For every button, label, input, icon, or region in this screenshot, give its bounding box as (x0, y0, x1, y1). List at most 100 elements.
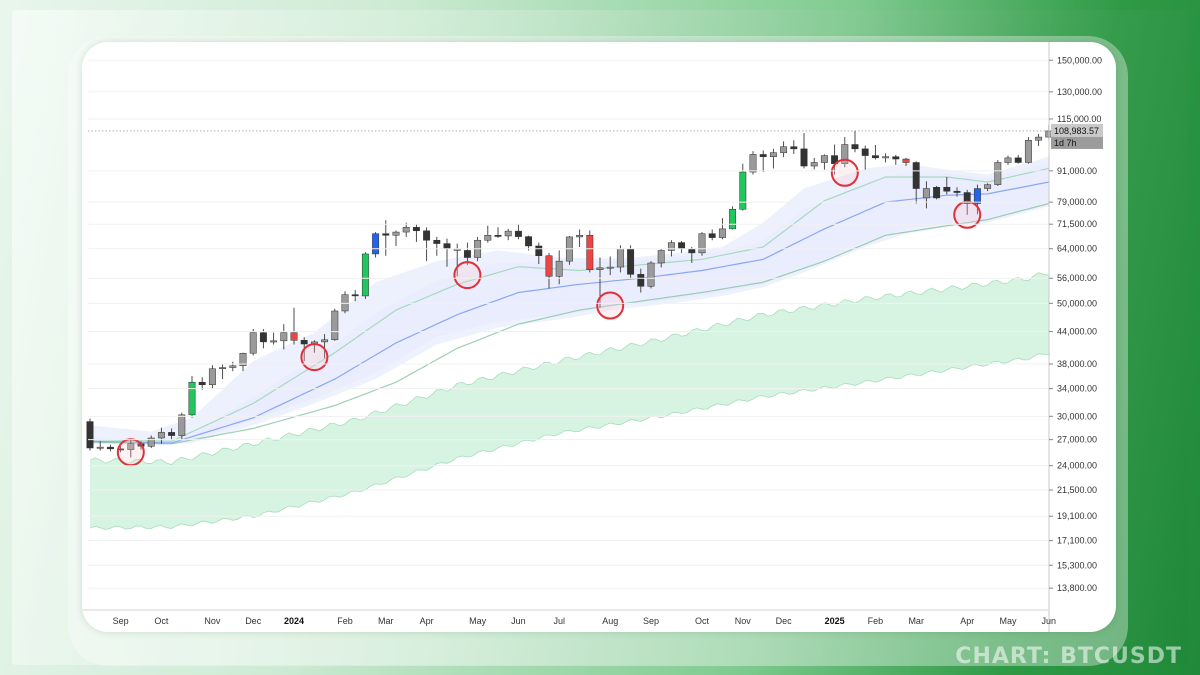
candle-body-9 (178, 414, 186, 436)
candle-body-81 (912, 162, 920, 189)
countdown-tag-bg (1051, 136, 1103, 149)
support-circle-1 (300, 343, 329, 372)
candle-body-32 (412, 227, 420, 232)
candle-body-56 (657, 250, 665, 264)
candle-body-93 (1035, 136, 1043, 141)
x-tick-label-7: Apr (420, 616, 434, 626)
candle-body-50 (596, 267, 604, 270)
y-tick-label-0: 150,000.00 (1057, 55, 1102, 65)
candle-body-0 (86, 421, 94, 449)
candle-body-41 (504, 230, 512, 237)
long-term-band-upper (89, 272, 1049, 465)
candle-body-71 (810, 162, 818, 167)
candle-body-62 (718, 228, 726, 238)
candle-body-30 (392, 231, 400, 236)
support-circle-4 (830, 158, 859, 187)
candle-body-23 (321, 339, 329, 343)
x-tick-label-13: Oct (695, 616, 710, 626)
y-tick-label-19: 13,800.00 (1057, 583, 1097, 593)
x-tick-label-0: Sep (113, 616, 129, 626)
candle-body-4 (127, 443, 135, 450)
x-tick-label-6: Mar (378, 616, 394, 626)
moving-average-0 (89, 167, 1049, 442)
x-tick-label-17: Feb (868, 616, 884, 626)
candle-body-58 (678, 242, 686, 249)
candle-body-67 (769, 152, 777, 157)
y-tick-label-6: 64,000.00 (1057, 244, 1097, 254)
candle-body-1 (96, 446, 104, 449)
candle-body-80 (902, 158, 910, 163)
candle-body-76 (861, 148, 869, 156)
candle-body-6 (147, 437, 155, 447)
candle-body-28 (372, 233, 380, 255)
candle-body-44 (535, 245, 543, 256)
y-tick-label-18: 15,300.00 (1057, 560, 1097, 570)
candle-body-85 (953, 190, 961, 193)
candle-body-34 (433, 239, 441, 244)
y-tick-label-16: 19,100.00 (1057, 511, 1097, 521)
candle-body-92 (1024, 139, 1032, 163)
candle-body-17 (259, 332, 267, 343)
x-tick-label-20: May (999, 616, 1017, 626)
ribbon-inner (90, 162, 1049, 446)
candle-body-13 (219, 367, 227, 370)
y-tick-label-14: 24,000.00 (1057, 461, 1097, 471)
candle-body-52 (616, 248, 624, 268)
candle-body-51 (606, 266, 614, 269)
candle-body-46 (555, 260, 563, 277)
x-tick-label-14: Nov (735, 616, 752, 626)
candle-body-82 (922, 188, 930, 199)
candle-body-72 (820, 155, 828, 163)
x-tick-label-8: May (469, 616, 487, 626)
x-tick-label-1: Oct (154, 616, 169, 626)
candle-body-64 (739, 171, 747, 210)
candle-body-12 (208, 368, 216, 386)
candle-body-90 (1004, 157, 1012, 163)
y-tick-label-17: 17,100.00 (1057, 536, 1097, 546)
y-tick-label-15: 21,500.00 (1057, 485, 1097, 495)
candle-body-35 (443, 243, 451, 249)
y-tick-label-2: 115,000.00 (1057, 114, 1101, 124)
candle-body-89 (994, 162, 1002, 185)
candle-body-10 (188, 381, 196, 416)
x-tick-label-10: Jul (553, 616, 565, 626)
x-tick-label-11: Aug (602, 616, 618, 626)
y-tick-label-13: 27,000.00 (1057, 435, 1097, 445)
x-tick-label-4: 2024 (284, 616, 304, 626)
y-tick-label-1: 130,000.00 (1057, 87, 1102, 97)
candle-body-45 (545, 255, 553, 277)
candle-body-31 (402, 227, 410, 233)
price-tag-label: 108,983.57 (1054, 126, 1099, 136)
candle-body-33 (423, 230, 431, 241)
candle-body-57 (667, 242, 675, 251)
candle-body-60 (698, 233, 706, 254)
candle-body-77 (871, 155, 879, 159)
candle-body-79 (892, 156, 900, 160)
candle-body-69 (790, 146, 798, 150)
chart-watermark: CHART: BTCUSDT (955, 644, 1182, 669)
candle-body-55 (647, 262, 655, 287)
price-chart[interactable]: 150,000.00 130,000.00 115,000.00 91,000.00 7… (82, 42, 1116, 632)
y-tick-label-3: 91,000.00 (1057, 166, 1097, 176)
candle-body-19 (280, 332, 288, 342)
candle-body-59 (688, 248, 696, 254)
candle-body-26 (351, 294, 359, 297)
candle-body-40 (494, 235, 502, 237)
candle-body-83 (933, 186, 941, 199)
x-tick-label-21: Jun (1042, 616, 1057, 626)
candle-body-87 (973, 188, 981, 204)
candle-body-91 (1014, 157, 1022, 163)
support-circle-0 (116, 438, 145, 467)
chart-card: 150,000.00 130,000.00 115,000.00 91,000.00 7… (82, 42, 1116, 632)
x-tick-label-12: Sep (643, 616, 659, 626)
candle-body-43 (525, 236, 533, 247)
candle-body-20 (290, 332, 298, 341)
x-tick-label-9: Jun (511, 616, 526, 626)
candle-body-78 (882, 156, 890, 159)
countdown-tag-label: 1d 7h (1054, 138, 1077, 148)
candle-body-29 (382, 233, 390, 236)
moving-average-2 (89, 202, 1049, 445)
price-tag-bg (1051, 123, 1103, 137)
candle-body-88 (984, 184, 992, 189)
candle-body-24 (331, 310, 339, 341)
